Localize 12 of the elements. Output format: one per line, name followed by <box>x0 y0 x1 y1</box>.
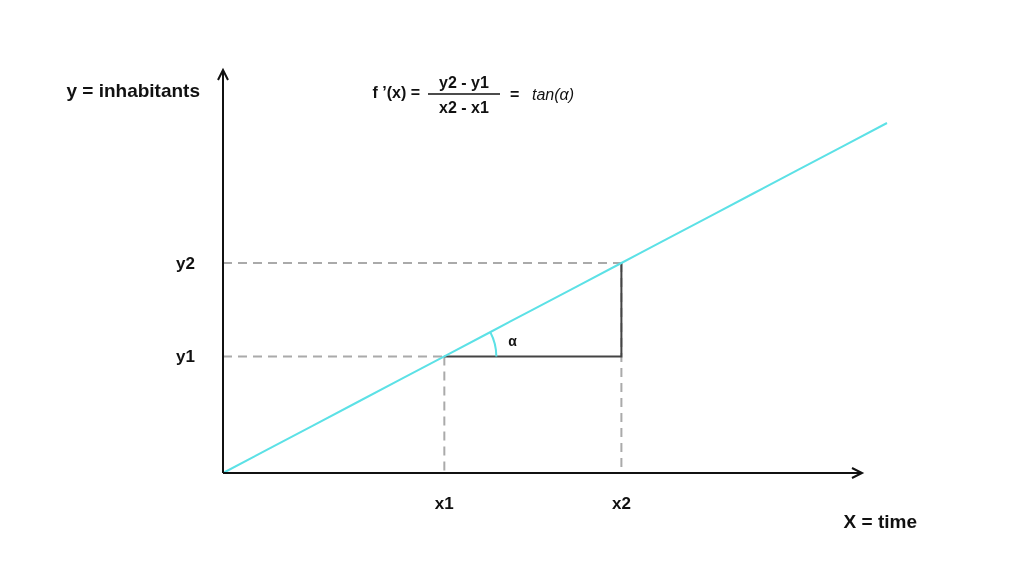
x-tick-label: x1 <box>434 494 454 513</box>
y-axis-title: y = inhabitants <box>66 80 200 101</box>
ref-line-label: y1 <box>176 347 195 367</box>
ref-line-label: y2 <box>176 254 195 273</box>
x-tick-label: x2 <box>611 494 631 513</box>
annotation: α <box>508 333 518 350</box>
text: f ’(x) = <box>372 84 420 101</box>
x-axis-title: X = time <box>843 511 917 532</box>
text: y2 - y1 <box>439 74 490 91</box>
text: x2 - x1 <box>439 99 490 116</box>
text: tan(α) <box>532 86 575 103</box>
text: = <box>510 86 520 103</box>
